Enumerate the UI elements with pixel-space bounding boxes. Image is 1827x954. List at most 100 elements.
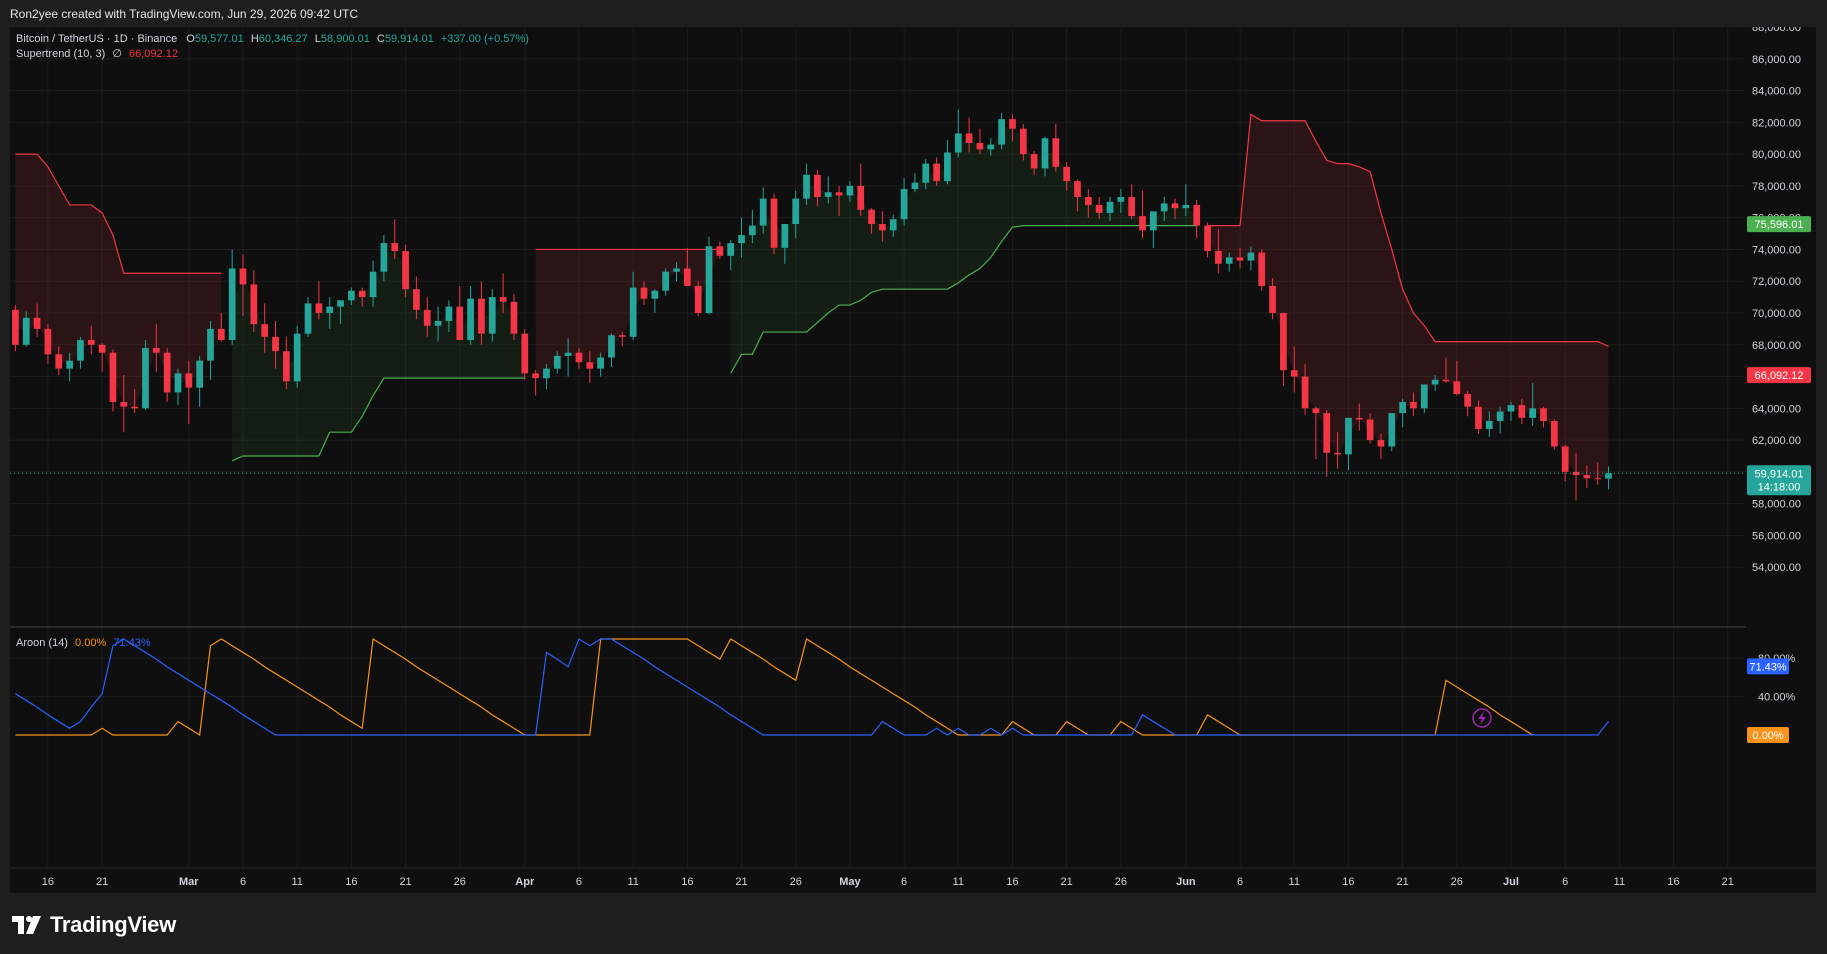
candle — [1507, 401, 1515, 422]
price-tick-label: 80,000.00 — [1752, 149, 1801, 161]
supertrend-fill-area — [15, 154, 222, 408]
time-tick-label: 21 — [1061, 876, 1073, 888]
change-value: +337.00 (+0.57%) — [441, 33, 529, 45]
candle — [98, 343, 106, 372]
candle — [586, 351, 594, 383]
candle — [597, 352, 605, 377]
time-tick-label: Mar — [179, 876, 199, 888]
candle — [1280, 313, 1287, 387]
candle — [77, 336, 84, 369]
candle — [434, 306, 442, 342]
candle — [954, 109, 962, 158]
candle — [1594, 462, 1602, 485]
chart-area[interactable]: 88,000.00 86,000.00 84,000.00 82,000.00 80,0… — [10, 22, 1816, 893]
price-tick-label: 74,000.00 — [1752, 244, 1801, 256]
main-legend: Bitcoin / TetherUS · 1D · Binance O59,57… — [16, 33, 529, 45]
candle — [239, 254, 247, 317]
time-tick-label: 16 — [681, 876, 693, 888]
candle — [879, 211, 886, 242]
candle — [250, 270, 258, 333]
time-tick-label: 21 — [96, 876, 108, 888]
price-tick-label: 78,000.00 — [1752, 181, 1801, 193]
candle — [846, 181, 854, 202]
candle — [835, 185, 843, 217]
last-price-badge-text: 59,914.01 — [1755, 468, 1804, 480]
candle — [1215, 228, 1222, 274]
price-tick-label: 68,000.00 — [1752, 340, 1801, 352]
supertrend-fill-area — [1207, 114, 1609, 479]
aroon-down-line — [15, 638, 1609, 736]
candle — [207, 320, 214, 380]
close-label: C — [377, 33, 385, 45]
symbol-label: Bitcoin / TetherUS · 1D · Binance — [16, 33, 177, 45]
chart-svg[interactable]: 88,000.00 86,000.00 84,000.00 82,000.00 80,0… — [10, 22, 1816, 893]
candle — [66, 352, 73, 382]
low-label: L — [315, 33, 321, 45]
candle — [1258, 249, 1266, 291]
candle — [1550, 419, 1558, 450]
price-tick-label: 86,000.00 — [1752, 54, 1801, 66]
candle — [553, 351, 561, 374]
candle — [196, 355, 204, 407]
price-tick-label: 64,000.00 — [1752, 403, 1801, 415]
candle — [792, 190, 800, 239]
supertrend-symbol: ∅ — [112, 48, 122, 60]
candle — [608, 333, 615, 368]
lightning-icon[interactable] — [1472, 708, 1492, 728]
candle — [445, 300, 453, 333]
candle — [391, 219, 399, 259]
candle — [543, 363, 550, 390]
price-scale-bg[interactable] — [1746, 27, 1816, 893]
candle — [532, 370, 539, 396]
candle — [1442, 357, 1450, 383]
candle — [1334, 432, 1341, 469]
candle — [1561, 444, 1569, 482]
candle — [1182, 184, 1190, 217]
candle — [976, 128, 984, 155]
tradingview-logo[interactable]: TradingView — [12, 912, 176, 938]
candle — [1019, 123, 1027, 161]
supertrend-down-line — [1207, 113, 1609, 347]
supertrend-down-badge: 66,092.12 — [1747, 367, 1811, 384]
time-tick-label: 16 — [345, 876, 357, 888]
candle — [1431, 374, 1439, 391]
candle — [781, 224, 789, 264]
candle — [868, 208, 875, 234]
candle — [1410, 392, 1417, 417]
high-value: 60,346.27 — [259, 33, 308, 45]
candle — [261, 303, 269, 353]
chart-caption: Ron2yee created with TradingView.com, Ju… — [10, 7, 358, 21]
tradingview-logo-icon — [12, 916, 41, 934]
candle — [944, 139, 951, 185]
candle — [889, 214, 897, 237]
time-tick-label: Apr — [515, 876, 535, 888]
candle — [1377, 433, 1385, 460]
supertrend-value: 66,092.12 — [129, 48, 178, 60]
time-tick-label: 16 — [1342, 876, 1354, 888]
candle — [87, 325, 95, 355]
candle — [814, 170, 821, 207]
candle — [369, 260, 377, 307]
candle — [1420, 384, 1428, 414]
candle — [1345, 417, 1352, 471]
supertrend-down-badge-text: 66,092.12 — [1755, 370, 1804, 382]
candle — [922, 158, 930, 190]
time-tick-label: 21 — [735, 876, 747, 888]
time-axis-ticks[interactable]: 16 21 Mar 6 11 16 21 26 Apr 6 11 16 21 26 May 6 11 16 21 26… — [42, 876, 1734, 888]
candle — [228, 249, 236, 345]
time-tick-label: 6 — [240, 876, 246, 888]
supertrend-up-badge: 75,596.01 — [1747, 216, 1811, 233]
candle — [1572, 452, 1580, 501]
candle — [1485, 411, 1493, 437]
time-tick-label: 26 — [1115, 876, 1127, 888]
candle — [1139, 190, 1146, 239]
candle — [33, 303, 41, 337]
candle — [423, 297, 431, 337]
countdown-text: 14:18:00 — [1758, 481, 1801, 493]
candle — [1041, 136, 1049, 177]
candle — [998, 112, 1005, 150]
candle — [911, 173, 919, 193]
time-tick-label: May — [839, 876, 861, 888]
candle — [282, 336, 290, 390]
candle — [488, 289, 496, 342]
